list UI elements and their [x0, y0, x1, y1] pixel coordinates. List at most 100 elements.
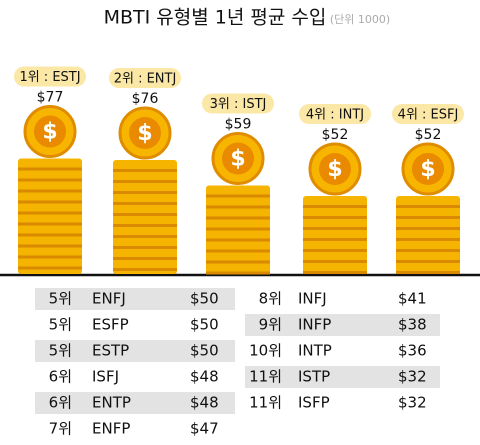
coin-edge: [113, 257, 177, 260]
coin-edge: [18, 233, 82, 237]
income: $50: [190, 290, 219, 308]
coin-edge: [303, 249, 367, 252]
coin-edge: [113, 180, 177, 183]
rank: 11위: [249, 368, 282, 386]
rank: 8위: [259, 290, 282, 308]
coin-inner: [34, 115, 66, 148]
coin-edge: [303, 216, 367, 219]
coin-edge: [396, 216, 460, 219]
chart-subtitle: (단위 1000): [330, 13, 390, 26]
label-pill: [299, 104, 371, 124]
coin-edge: [206, 271, 270, 275]
coin-edge: [113, 213, 177, 216]
chart-title: MBTI 유형별 1년 평균 수입: [104, 7, 327, 29]
coin-edge: [18, 178, 82, 182]
income: $50: [190, 342, 219, 360]
coin-edge: [206, 227, 270, 231]
income: $38: [398, 316, 427, 334]
row-shade: [35, 392, 235, 414]
rank: 5위: [49, 316, 72, 334]
income: $41: [398, 290, 427, 308]
coin-edge: [18, 200, 82, 204]
income: $48: [190, 394, 219, 412]
value-label: $59: [225, 117, 252, 133]
rank-label: 3위 : ISTJ: [210, 97, 267, 112]
coin-edge: [18, 189, 82, 193]
coin-symbol: $: [42, 120, 57, 145]
type: ISFJ: [92, 368, 119, 386]
coin-symbol: $: [137, 121, 152, 146]
rank: 7위: [49, 420, 72, 438]
coin-edge: [206, 205, 270, 209]
coin-edge: [206, 216, 270, 220]
rank: 9위: [259, 316, 282, 334]
income: $32: [398, 394, 427, 412]
coin-edge: [206, 194, 270, 198]
coin-edge: [113, 202, 177, 205]
value-label: $77: [37, 90, 64, 106]
rank: 5위: [49, 342, 72, 360]
type: ENFJ: [92, 290, 126, 308]
row-shade: [35, 340, 235, 362]
type: INFJ: [298, 290, 327, 308]
rank: 6위: [49, 394, 72, 412]
type: ESFP: [92, 316, 129, 334]
coin-edge: [18, 244, 82, 248]
coin-symbol: $: [230, 147, 245, 172]
type: ISFP: [298, 394, 330, 412]
coin-edge: [113, 224, 177, 227]
coin-inner: [222, 142, 254, 175]
coin-edge: [113, 169, 177, 172]
coin-stack: [303, 196, 367, 274]
coin-inner: [412, 153, 444, 185]
coin-stack: [113, 160, 177, 274]
coin-edge: [303, 238, 367, 241]
type: ENTP: [92, 394, 131, 412]
coin-edge: [303, 271, 367, 274]
coin-edge: [396, 260, 460, 263]
coin-edge: [206, 249, 270, 253]
coin-edge: [18, 211, 82, 215]
type: ENFP: [92, 420, 130, 438]
label-pill: [14, 66, 86, 87]
income: $48: [190, 368, 219, 386]
row-shade: [245, 314, 440, 336]
label-pill: [202, 93, 274, 114]
coin-stack: [396, 196, 460, 274]
coin-edge: [18, 255, 82, 259]
coin-symbol: $: [420, 157, 435, 182]
rank: 5위: [49, 290, 72, 308]
type: INFP: [298, 316, 331, 334]
coin-edge: [396, 205, 460, 208]
label-pill: [392, 104, 464, 124]
coin-edge: [113, 235, 177, 238]
rank-label: 2위 : ENTJ: [114, 72, 177, 87]
coin-edge: [113, 268, 177, 271]
coin-edge: [18, 266, 82, 270]
coin-edge: [303, 205, 367, 208]
rank: 11위: [249, 394, 282, 412]
row-shade: [245, 366, 440, 388]
value-label: $52: [415, 127, 442, 143]
value-label: $76: [132, 91, 159, 107]
income: $32: [398, 368, 427, 386]
coin-inner: [319, 153, 351, 185]
coin-edge: [18, 167, 82, 171]
type: INTP: [298, 342, 332, 360]
rank-label: 4위 : ESFJ: [398, 108, 459, 123]
rank-label: 4위 : INTJ: [306, 108, 364, 123]
coin-edge: [303, 260, 367, 263]
coin-edge: [206, 238, 270, 242]
coin-inner: [129, 117, 161, 149]
income: $50: [190, 316, 219, 334]
coin-edge: [18, 222, 82, 226]
type: ESTP: [92, 342, 129, 360]
coin-symbol: $: [327, 157, 342, 182]
income: $47: [190, 420, 219, 438]
income: $36: [398, 342, 427, 360]
coin-edge: [396, 227, 460, 230]
row-shade: [35, 288, 235, 310]
coin-edge: [113, 246, 177, 249]
rank: 10위: [249, 342, 282, 360]
